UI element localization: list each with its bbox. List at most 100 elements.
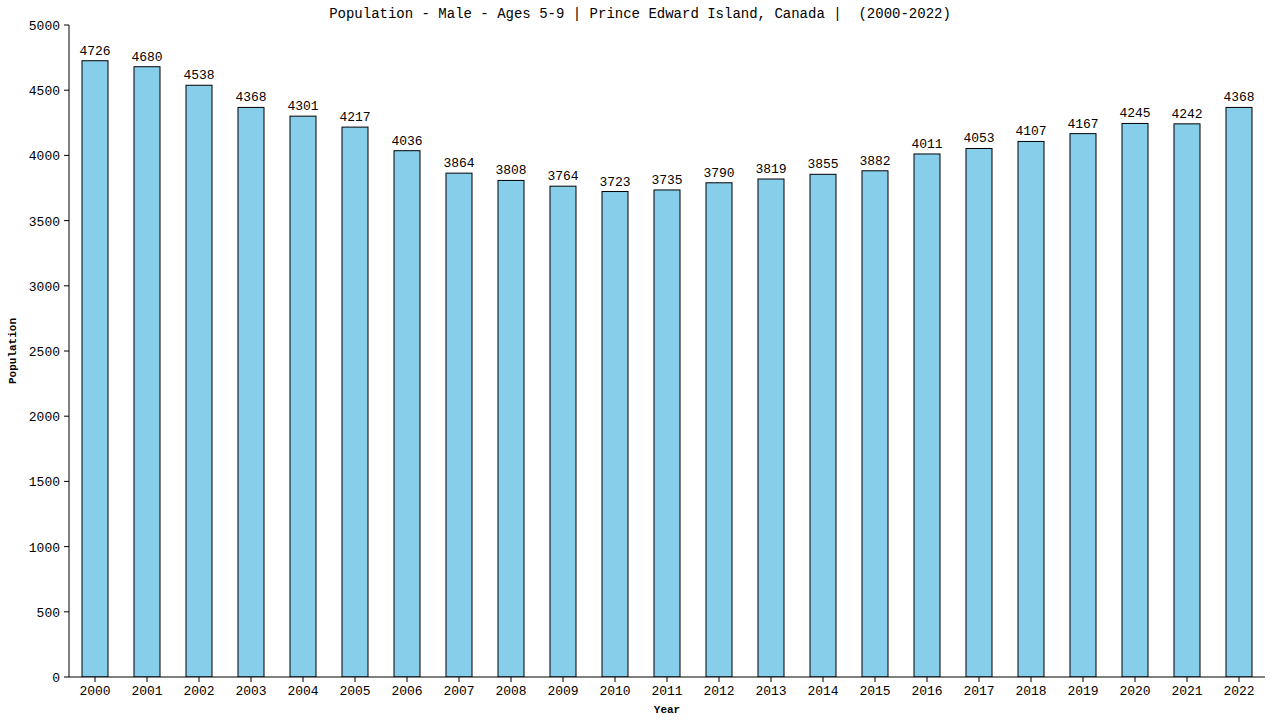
y-tick-label: 2000 [29,410,60,425]
bar [966,148,992,677]
y-tick [64,481,69,482]
bar [394,151,420,677]
data-label: 4538 [183,68,214,83]
x-tick-label: 2017 [963,684,994,699]
x-tick-label: 2015 [859,684,890,699]
x-tick [1135,677,1136,682]
x-tick [823,677,824,682]
data-label: 3882 [859,154,890,169]
data-label: 3819 [755,162,786,177]
y-axis-label: Population [7,318,19,384]
bars [82,61,1252,677]
x-tick-label: 2005 [339,684,370,699]
chart: Population - Male - Ages 5-9 | Prince Ed… [0,0,1280,720]
x-tick [199,677,200,682]
y-tick [64,285,69,286]
x-tick [1031,677,1032,682]
data-label: 4680 [131,50,162,65]
x-tick-label: 2007 [443,684,474,699]
bar [498,180,524,677]
x-tick [719,677,720,682]
data-label: 4053 [963,131,994,146]
bar [810,174,836,677]
x-tick [1083,677,1084,682]
y-tick-label: 1000 [29,541,60,556]
x-tick-label: 2009 [547,684,578,699]
x-tick [615,677,616,682]
data-label: 4011 [911,137,942,152]
x-tick-label: 2004 [287,684,318,699]
x-tick-label: 2012 [703,684,734,699]
bar [550,186,576,677]
bar [186,85,212,677]
data-label: 4368 [1223,90,1254,105]
data-label: 3808 [495,163,526,178]
y-tick-label: 3000 [29,280,60,295]
y-tick [64,220,69,221]
x-tick [875,677,876,682]
data-label: 4107 [1015,124,1046,139]
x-tick [251,677,252,682]
bar [602,192,628,677]
x-tick-label: 2021 [1171,684,1202,699]
x-tick-label: 2020 [1119,684,1150,699]
x-tick [563,677,564,682]
y-tick-label: 500 [37,606,60,621]
bar [1018,141,1044,677]
y-tick-label: 1500 [29,475,60,490]
data-label: 4245 [1119,106,1150,121]
x-tick-label: 2000 [79,684,110,699]
y-tick [64,546,69,547]
y-tick-label: 3500 [29,215,60,230]
x-tick-label: 2016 [911,684,942,699]
y-tick-label: 4500 [29,84,60,99]
y-tick [64,416,69,417]
data-label: 4167 [1067,117,1098,132]
data-label: 3855 [807,157,838,172]
bar [914,154,940,677]
x-tick-label: 2001 [131,684,162,699]
x-tick-label: 2010 [599,684,630,699]
data-label: 3735 [651,173,682,188]
x-tick-label: 2018 [1015,684,1046,699]
x-tick [303,677,304,682]
data-label: 4217 [339,110,370,125]
x-tick [1239,677,1240,682]
y-tick [64,155,69,156]
bar [1070,134,1096,677]
bar [238,107,264,677]
x-tick-label: 2014 [807,684,838,699]
y-tick [64,677,69,678]
y-tick [64,611,69,612]
bar [290,116,316,677]
x-tick-label: 2002 [183,684,214,699]
y-tick-label: 4000 [29,149,60,164]
x-tick-label: 2003 [235,684,266,699]
bar [706,183,732,677]
data-label: 3864 [443,156,474,171]
data-label: 3723 [599,175,630,190]
y-tick-label: 2500 [29,345,60,360]
x-tick [355,677,356,682]
data-label: 4368 [235,90,266,105]
bar [134,67,160,677]
y-tick-label: 0 [52,671,60,686]
bar [342,127,368,677]
y-tick [64,351,69,352]
data-label: 3790 [703,166,734,181]
data-label: 4301 [287,99,318,114]
x-tick-label: 2022 [1223,684,1254,699]
x-tick-label: 2006 [391,684,422,699]
x-tick [667,677,668,682]
bar [654,190,680,677]
x-axis-label: Year [654,704,680,716]
bar [862,171,888,677]
y-tick [64,90,69,91]
bar [1226,107,1252,677]
bar [82,61,108,677]
x-tick [407,677,408,682]
title: Population - Male - Ages 5-9 | Prince Ed… [329,6,951,22]
x-tick [147,677,148,682]
x-tick [95,677,96,682]
data-label: 4242 [1171,107,1202,122]
